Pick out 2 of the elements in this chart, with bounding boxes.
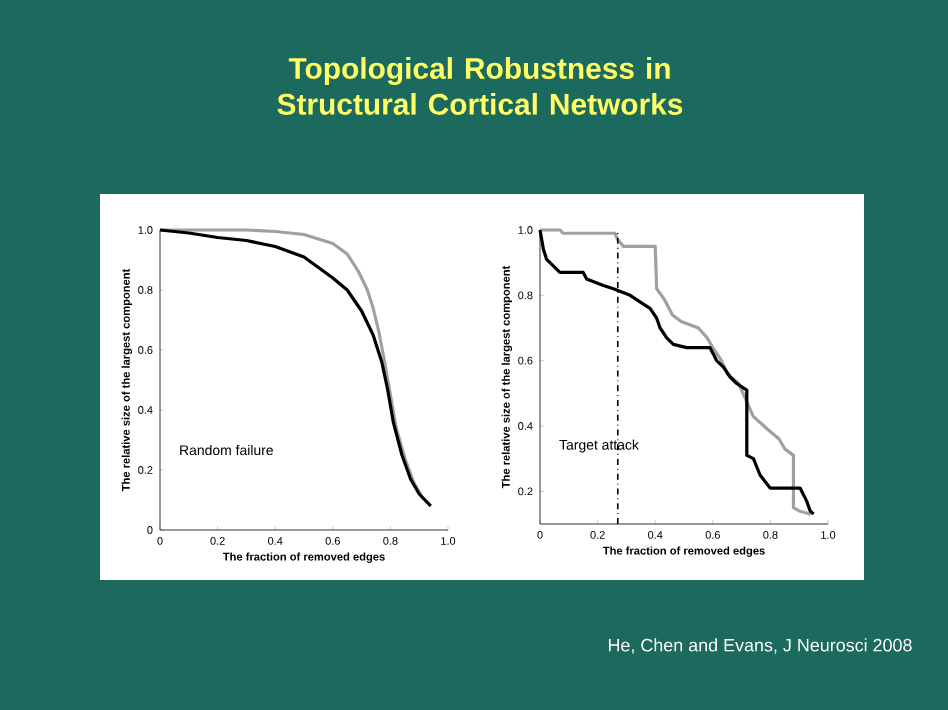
chart-title: Topological Robustness in Structural Cortical Networks [277, 57, 683, 115]
text: He, Chen and Evans, J Neurosci 2008 [608, 638, 912, 654]
